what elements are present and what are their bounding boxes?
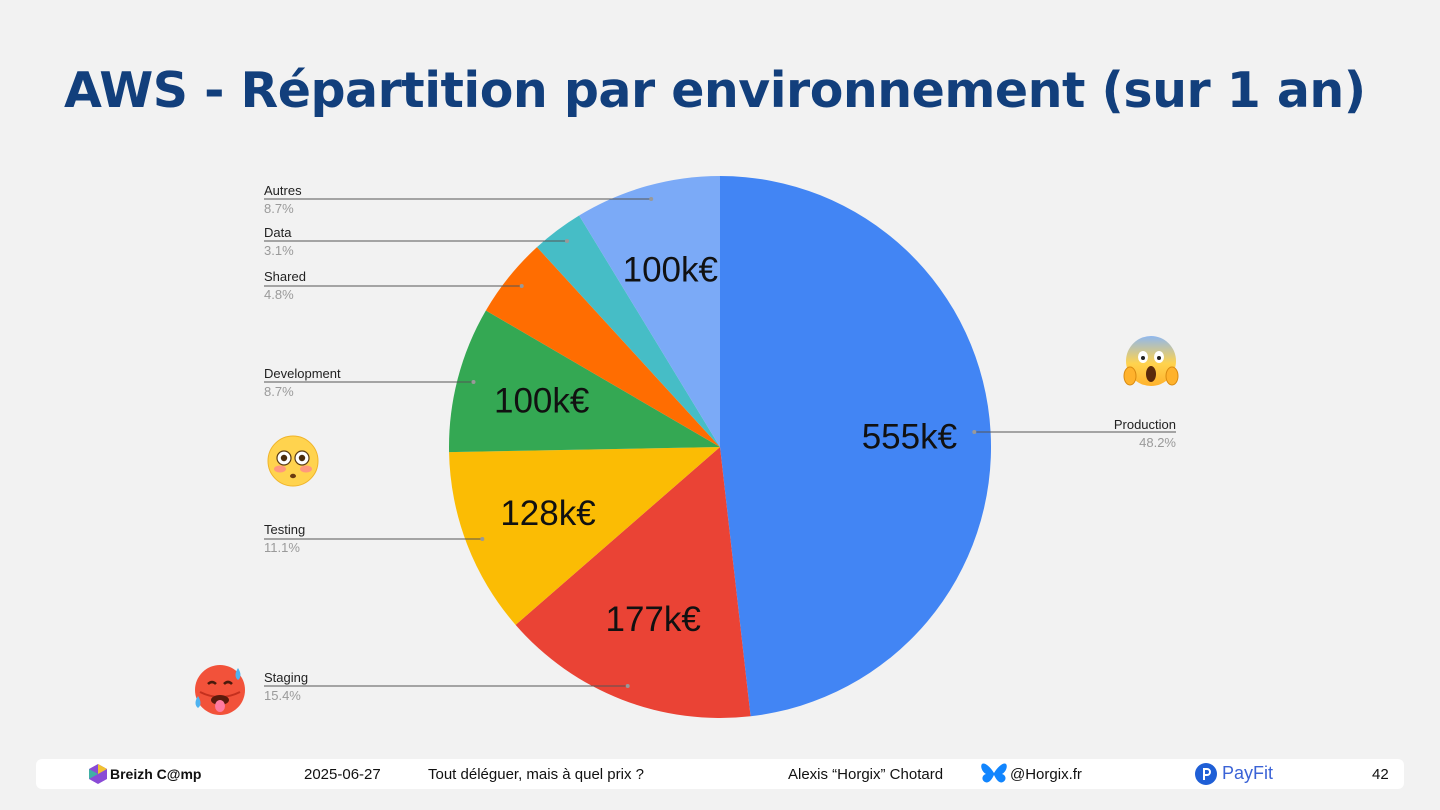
footer-company: PayFit bbox=[1222, 763, 1274, 783]
pie-slice-testing bbox=[449, 447, 720, 625]
leader-dot-data bbox=[565, 239, 569, 243]
slice-percent-label-shared: 4.8% bbox=[264, 287, 294, 302]
pie-slice-data bbox=[536, 215, 720, 447]
leader-dot-autres bbox=[649, 197, 654, 201]
leader-dot-testing bbox=[480, 537, 485, 541]
footer-handle[interactable]: @Horgix.fr bbox=[1010, 766, 1082, 783]
pie-slice-development bbox=[449, 310, 720, 453]
pie-slice-staging bbox=[515, 447, 751, 719]
bluesky-butterfly-icon bbox=[981, 763, 1007, 783]
slice-percent-label-testing: 11.1% bbox=[264, 540, 300, 555]
footer-bar: Breizh C@mp 2025-06-27 Tout déléguer, ma… bbox=[36, 759, 1404, 789]
slice-percent-label-staging: 15.4% bbox=[264, 688, 301, 703]
slice-value-label-production: 555k€ bbox=[862, 417, 957, 456]
footer-talk-title: Tout déléguer, mais à quel prix ? bbox=[428, 766, 644, 783]
slice-name-label-shared: Shared bbox=[264, 269, 306, 284]
breizhcamp-logo-icon bbox=[89, 764, 107, 784]
payfit-logo-icon bbox=[1195, 763, 1217, 785]
brand-text: Breizh C@mp bbox=[110, 766, 202, 782]
slice-percent-label-production: 48.2% bbox=[1139, 435, 1176, 450]
slice-name-label-development: Development bbox=[264, 366, 341, 381]
slice-value-label-autres: 100k€ bbox=[623, 251, 718, 290]
slice-name-label-autres: Autres bbox=[264, 183, 302, 198]
slice-name-label-production: Production bbox=[1114, 417, 1176, 432]
slice-value-label-staging: 177k€ bbox=[606, 600, 701, 639]
footer-speaker: Alexis “Horgix” Chotard bbox=[788, 766, 944, 783]
hot-face-icon bbox=[195, 665, 245, 715]
slice-value-label-testing: 128k€ bbox=[500, 494, 595, 533]
leader-dot-staging bbox=[625, 684, 630, 688]
footer-date: 2025-06-27 bbox=[304, 766, 381, 783]
slice-name-label-data: Data bbox=[264, 225, 292, 240]
pie-slice-autres bbox=[579, 176, 720, 447]
pie-chart: 555k€ Production 48.2% 177k€ Staging 15.4% 128… bbox=[264, 176, 1176, 719]
slice-percent-label-data: 3.1% bbox=[264, 243, 294, 258]
slice-percent-label-autres: 8.7% bbox=[264, 201, 294, 216]
flushed-face-icon bbox=[267, 435, 319, 487]
slice-percent-label-development: 8.7% bbox=[264, 384, 294, 399]
slide-title: AWS - Répartition par environnement (sur… bbox=[64, 62, 1366, 119]
pie-slice-shared bbox=[485, 247, 720, 447]
slice-value-label-development: 100k€ bbox=[494, 382, 589, 421]
leader-dot-shared bbox=[519, 284, 524, 288]
slice-name-label-staging: Staging bbox=[264, 670, 308, 685]
leader-dot-production bbox=[972, 430, 977, 434]
leader-dot-development bbox=[471, 380, 476, 384]
face-screaming-in-fear-icon bbox=[1123, 336, 1179, 386]
pie-slice-production bbox=[720, 176, 992, 717]
slice-name-label-testing: Testing bbox=[264, 522, 305, 537]
footer-page-number: 42 bbox=[1372, 766, 1389, 783]
